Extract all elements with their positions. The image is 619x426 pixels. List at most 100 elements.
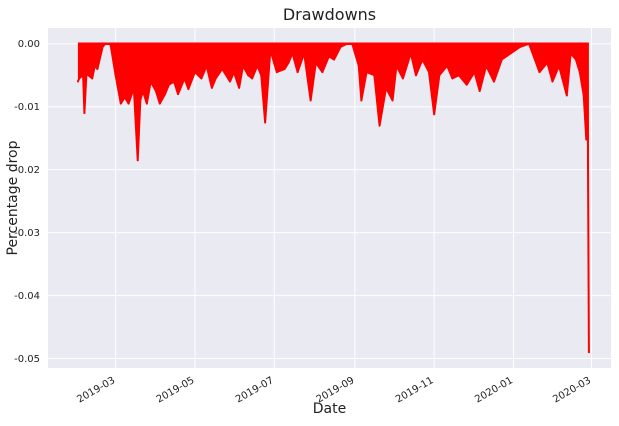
- y-axis-title: Percentage drop: [5, 140, 21, 255]
- data-point: [291, 52, 294, 55]
- data-point: [351, 42, 354, 45]
- data-point: [485, 64, 488, 67]
- data-point: [309, 99, 312, 102]
- data-point: [87, 74, 90, 77]
- data-point: [141, 89, 144, 92]
- data-point: [205, 64, 208, 67]
- data-point: [518, 45, 521, 48]
- data-point: [401, 77, 404, 80]
- x-tick-label: 2019-05: [155, 375, 197, 405]
- grid-lines: [48, 28, 611, 368]
- data-point: [136, 159, 139, 162]
- data-point: [242, 64, 245, 67]
- data-point: [183, 77, 186, 80]
- data-point: [145, 102, 148, 105]
- data-point: [451, 77, 454, 80]
- data-point: [296, 71, 299, 74]
- data-point: [187, 88, 190, 91]
- data-point: [478, 89, 481, 92]
- y-tick-label: -0.04: [14, 291, 40, 302]
- data-point: [385, 86, 388, 89]
- data-point: [457, 74, 460, 77]
- x-tick-label: 2019-07: [234, 375, 276, 405]
- data-point: [414, 74, 417, 77]
- y-tick-label: -0.01: [14, 102, 40, 113]
- data-point: [177, 93, 180, 96]
- data-point: [247, 74, 250, 77]
- data-point: [82, 74, 85, 77]
- data-point: [492, 80, 495, 83]
- data-point: [582, 94, 585, 97]
- x-axis-title: Date: [313, 401, 346, 417]
- data-point: [287, 61, 290, 64]
- data-point: [78, 77, 81, 80]
- data-point: [91, 77, 94, 80]
- data-point: [473, 71, 476, 74]
- data-point: [421, 58, 424, 61]
- data-point: [528, 42, 531, 45]
- data-point: [86, 61, 89, 64]
- data-point: [538, 71, 541, 74]
- data-point: [574, 58, 577, 61]
- data-point: [83, 112, 86, 114]
- data-point: [123, 96, 126, 99]
- data-point: [433, 113, 436, 116]
- data-point: [214, 77, 217, 80]
- data-point: [232, 71, 235, 74]
- data-point: [569, 52, 572, 55]
- data-point: [373, 74, 376, 77]
- data-point: [167, 83, 170, 86]
- data-point: [173, 80, 176, 83]
- y-tick-label: 0.00: [18, 39, 40, 50]
- data-point: [158, 102, 161, 105]
- y-tick-label: -0.05: [14, 354, 40, 365]
- data-point: [551, 80, 554, 83]
- y-tick-label: -0.02: [14, 165, 40, 176]
- data-point: [127, 102, 130, 105]
- data-point: [438, 74, 441, 77]
- data-point: [409, 52, 412, 55]
- data-point: [229, 80, 232, 83]
- data-point: [500, 58, 503, 61]
- data-point: [365, 71, 368, 74]
- data-point: [93, 64, 96, 67]
- data-point: [509, 52, 512, 55]
- x-tick-label: 2019-03: [75, 375, 117, 405]
- data-point: [360, 99, 363, 102]
- x-tick-label: 2020-01: [473, 375, 515, 405]
- data-point: [557, 64, 560, 67]
- data-point: [303, 52, 306, 55]
- data-point: [465, 83, 468, 86]
- data-point: [333, 58, 336, 61]
- data-point: [96, 67, 99, 70]
- data-point: [260, 74, 263, 77]
- chart-title: Drawdowns: [283, 5, 376, 24]
- drawdown-area: [77, 43, 589, 353]
- data-point: [256, 64, 259, 67]
- data-point: [109, 42, 112, 45]
- data-point: [586, 73, 589, 76]
- data-point: [346, 42, 349, 45]
- data-point: [587, 351, 590, 354]
- data-point: [378, 124, 381, 127]
- y-tick-label: -0.03: [14, 228, 40, 239]
- data-point: [114, 74, 117, 77]
- data-point: [585, 138, 588, 141]
- data-point: [101, 45, 104, 48]
- data-point: [269, 49, 272, 52]
- data-point: [446, 64, 449, 67]
- data-point: [565, 94, 568, 97]
- data-point: [238, 86, 241, 89]
- data-point: [221, 67, 224, 70]
- data-point: [578, 71, 581, 74]
- data-point: [391, 99, 394, 102]
- data-point: [149, 80, 152, 83]
- data-point: [76, 80, 79, 83]
- series-layer: [76, 42, 590, 354]
- x-tick-label: 2019-11: [394, 375, 436, 405]
- data-point: [139, 99, 142, 102]
- data-point: [275, 71, 278, 74]
- data-point: [200, 77, 203, 80]
